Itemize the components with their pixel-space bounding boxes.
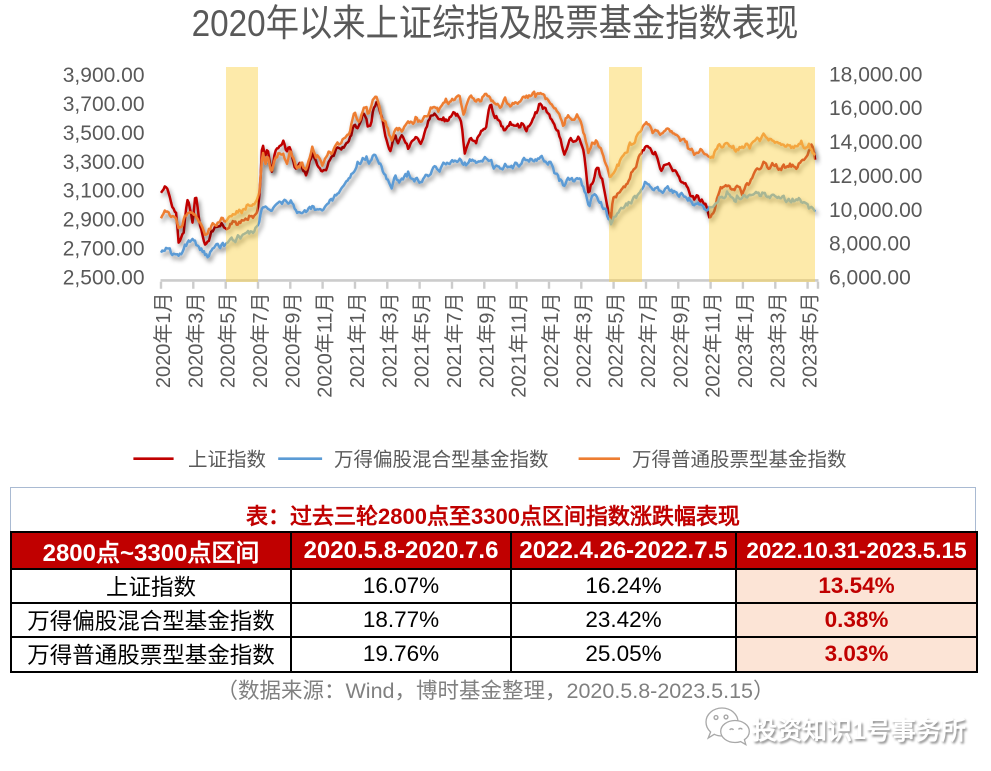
svg-text:2022年11月: 2022年11月 [702,293,725,398]
svg-text:2,700.00: 2,700.00 [63,238,145,261]
svg-text:2020年9月: 2020年9月 [281,293,304,389]
svg-text:3,100.00: 3,100.00 [63,180,145,203]
svg-text:12,000.00: 12,000.00 [829,165,922,188]
svg-text:2022年1月: 2022年1月 [540,293,563,389]
svg-text:2021年1月: 2021年1月 [346,293,369,389]
svg-text:2,900.00: 2,900.00 [63,209,145,232]
svg-text:2022年7月: 2022年7月 [637,293,660,389]
svg-text:6,000.00: 6,000.00 [829,267,911,290]
svg-text:2021年11月: 2021年11月 [508,293,531,398]
svg-text:2023年5月: 2023年5月 [799,293,822,389]
svg-text:2021年3月: 2021年3月 [378,293,401,389]
svg-text:上证指数: 上证指数 [188,449,266,471]
svg-text:2020年1月: 2020年1月 [152,293,175,389]
svg-text:2021年7月: 2021年7月 [443,293,466,389]
svg-text:2021年9月: 2021年9月 [475,293,498,389]
svg-text:18,000.00: 18,000.00 [829,63,922,86]
svg-text:2021年5月: 2021年5月 [411,292,434,388]
svg-text:8,000.00: 8,000.00 [829,233,911,256]
svg-text:2023年3月: 2023年3月 [766,293,789,389]
svg-text:2022年3月: 2022年3月 [572,293,595,389]
svg-text:3,700.00: 3,700.00 [63,93,145,116]
svg-text:2020年3月: 2020年3月 [184,293,207,389]
svg-text:2020年7月: 2020年7月 [249,293,272,389]
svg-text:3,300.00: 3,300.00 [63,151,145,174]
svg-text:万得偏股混合型基金指数: 万得偏股混合型基金指数 [334,449,549,471]
svg-text:2020年以来上证综指及股票基金指数表现: 2020年以来上证综指及股票基金指数表现 [192,2,799,44]
svg-text:2023年1月: 2023年1月 [734,293,757,389]
svg-text:3,900.00: 3,900.00 [63,64,145,87]
svg-text:2022年5月: 2022年5月 [605,293,628,389]
svg-text:3,500.00: 3,500.00 [63,122,145,145]
svg-text:10,000.00: 10,000.00 [829,199,922,222]
svg-text:2,500.00: 2,500.00 [63,267,145,290]
svg-text:2020年11月: 2020年11月 [314,293,337,398]
svg-text:2020年5月: 2020年5月 [217,293,240,389]
svg-text:万得普通股票型基金指数: 万得普通股票型基金指数 [632,449,847,471]
svg-text:2022年9月: 2022年9月 [669,293,692,389]
svg-text:16,000.00: 16,000.00 [829,97,922,120]
svg-text:14,000.00: 14,000.00 [829,131,922,154]
